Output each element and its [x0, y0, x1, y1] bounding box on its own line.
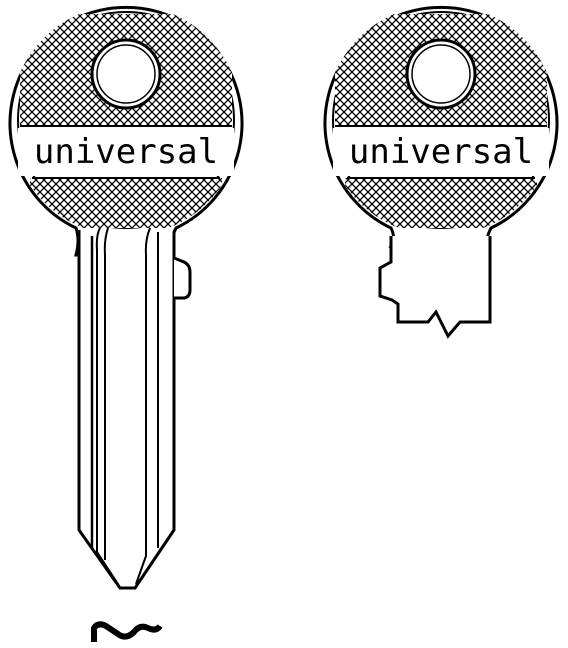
blade-groove-left-inner	[95, 227, 119, 585]
profile-keyway-icon	[91, 621, 163, 642]
label-plate	[18, 128, 234, 176]
key-ring-hole	[90, 38, 162, 110]
key-side-view: universal	[8, 5, 244, 590]
lower-grip-pattern	[30, 178, 222, 228]
key-front-view: universal	[323, 5, 559, 339]
key-shoulder-stop	[173, 256, 192, 300]
blade-groove-right	[135, 227, 151, 585]
lower-grip-pattern-right	[345, 178, 537, 228]
blade-groove-center	[103, 227, 109, 560]
key-ring-hole-inner-right	[411, 44, 471, 104]
key-blade	[77, 227, 178, 590]
key-ring-hole-right	[405, 38, 477, 110]
brand-label-right: universal	[349, 132, 533, 172]
key-ring-hole-inner	[96, 44, 156, 104]
keyway-profile	[378, 236, 492, 339]
brand-label-left: universal	[34, 132, 218, 172]
label-plate-right	[333, 128, 549, 176]
